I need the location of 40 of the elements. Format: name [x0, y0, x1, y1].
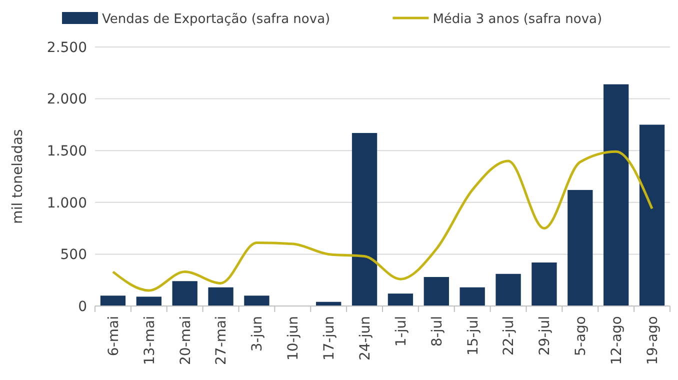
x-tick-label: 15-jul	[465, 316, 482, 356]
x-tick-label: 22-jul	[501, 316, 518, 356]
bar	[388, 294, 414, 306]
bar	[208, 287, 234, 306]
bar	[136, 296, 162, 306]
bar	[568, 190, 593, 306]
x-tick-label: 3-jun	[250, 316, 266, 352]
x-tick-label: 24-jun	[357, 316, 374, 361]
bar	[100, 296, 126, 306]
y-tick-label: 0	[78, 298, 87, 315]
bar	[352, 132, 378, 306]
x-tick-label: 8-jul	[429, 316, 446, 347]
bar	[172, 281, 198, 306]
bar	[496, 274, 521, 306]
x-tick-label: 19-ago	[644, 316, 661, 365]
y-tick-label: 1.500	[46, 144, 87, 160]
x-tick-label: 20-mai	[178, 316, 194, 365]
y-tick-label: 2.000	[46, 92, 87, 108]
bar	[424, 276, 449, 306]
bar	[244, 296, 270, 306]
x-tick-label: 13-mai	[142, 316, 158, 365]
y-axis-title: mil toneladas	[10, 129, 26, 224]
x-tick-label: 5-ago	[573, 316, 590, 356]
y-tick-label: 1.000	[46, 195, 87, 212]
y-tick-label: 500	[60, 247, 87, 264]
legend-label: Média 3 anos (safra nova)	[432, 12, 602, 27]
y-tick-label: 2.500	[46, 40, 87, 56]
x-tick-label: 1-jul	[393, 316, 410, 347]
x-tick-label: 6-mai	[106, 316, 122, 356]
bar	[460, 287, 485, 306]
x-tick-label: 17-jun	[321, 316, 338, 361]
x-tick-label: 12-ago	[608, 316, 625, 365]
line-series	[112, 150, 654, 292]
bar	[604, 84, 629, 306]
x-tick-label: 10-jun	[286, 316, 302, 361]
x-tick-label: 29-jul	[537, 316, 554, 356]
bar	[532, 262, 557, 306]
bar	[639, 124, 665, 306]
x-tick-label: 27-mai	[214, 316, 230, 365]
legend-label: Vendas de Exportação (safra nova)	[102, 12, 330, 27]
